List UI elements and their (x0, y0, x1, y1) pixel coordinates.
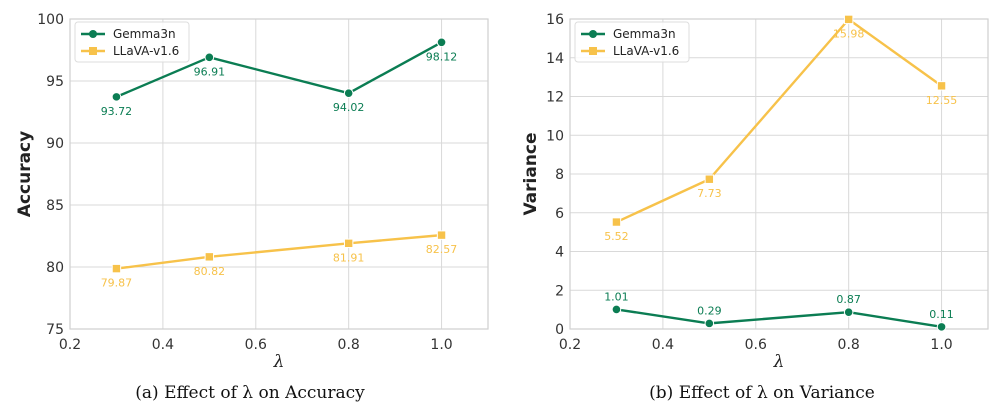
chart-accuracy: 0.2 0.4 0.6 0.8 1.0 75 80 85 90 95 100 93.72 96.91… (15, 12, 489, 403)
data-point-gemma (204, 52, 215, 63)
data-point-llava (843, 14, 854, 25)
data-point-llava (704, 174, 715, 184)
y-tick-label: 4 (555, 245, 564, 261)
data-label: 96.91 (194, 65, 226, 78)
series-a: 93.72 96.91 94.02 98.12 79.87 80.82 81.91 82.57 (101, 37, 458, 290)
data-label: 15.98 (833, 27, 865, 40)
grid-b (569, 18, 988, 330)
data-label: 0.87 (836, 293, 861, 306)
legend-label-gemma: Gemma3n (613, 27, 676, 41)
x-tick-label: 0.6 (745, 337, 767, 353)
data-point-gemma (343, 88, 354, 98)
data-point-llava (204, 252, 215, 262)
x-axis-label-b: λ (773, 352, 785, 372)
y-tick-label: 0 (555, 322, 564, 338)
x-tick-label: 0.6 (245, 337, 267, 353)
y-tick-label: 10 (546, 128, 564, 144)
data-label: 93.72 (101, 105, 133, 118)
y-tick-label: 12 (546, 90, 564, 106)
data-label: 12.55 (926, 94, 958, 107)
legend-label-gemma: Gemma3n (113, 27, 176, 41)
y-ticks-b: 0 2 4 6 8 10 12 14 16 (546, 12, 564, 338)
data-label: 81.91 (333, 251, 365, 264)
y-tick-label: 75 (46, 322, 64, 338)
caption-b: (b) Effect of λ on Variance (649, 383, 875, 403)
data-point-llava (343, 238, 354, 249)
data-label: 94.02 (333, 101, 365, 114)
y-tick-label: 16 (546, 12, 564, 28)
series-line-llava (116, 233, 442, 270)
y-tick-label: 95 (46, 74, 64, 90)
caption-a: (a) Effect of λ on Accuracy (135, 383, 365, 403)
data-label: 80.82 (194, 265, 226, 278)
plot-frame-a (69, 18, 489, 330)
data-label: 82.57 (426, 243, 458, 256)
y-axis-label-b: Variance (521, 132, 541, 215)
x-tick-label: 0.8 (838, 337, 860, 353)
series-line-gemma (616, 308, 942, 329)
series-b: 1.01 0.29 0.87 0.11 5.52 7.73 15.98 12.55 (604, 14, 958, 332)
x-axis-label-a: λ (273, 352, 285, 372)
y-tick-label: 8 (555, 167, 564, 183)
data-point-llava (111, 263, 122, 274)
data-label: 98.12 (426, 50, 458, 63)
data-point-llava (936, 81, 947, 91)
legend-a: Gemma3n LLaVA-v1.6 (74, 21, 190, 63)
y-tick-label: 14 (546, 51, 564, 67)
legend-label-llava: LLaVA-v1.6 (113, 44, 179, 58)
legend-marker-gemma (89, 30, 97, 38)
data-point-llava (611, 217, 622, 227)
legend-b: Gemma3n LLaVA-v1.6 (574, 21, 690, 63)
y-axis-label-a: Accuracy (15, 131, 35, 217)
y-tick-label: 2 (555, 283, 564, 299)
legend-marker-llava (89, 47, 97, 55)
x-tick-label: 0.2 (59, 337, 81, 353)
data-point-gemma (936, 322, 947, 332)
data-label: 0.29 (697, 304, 722, 317)
data-label: 79.87 (101, 277, 133, 290)
x-tick-label: 0.8 (338, 337, 360, 353)
data-label: 7.73 (697, 187, 722, 200)
grid-a (69, 18, 488, 330)
x-tick-label: 1.0 (430, 337, 452, 353)
legend-label-llava: LLaVA-v1.6 (613, 44, 679, 58)
x-tick-label: 0.4 (652, 337, 674, 353)
chart-variance: 0.2 0.4 0.6 0.8 1.0 0 2 4 6 8 10 12 14 16 1.01 0.29 0.… (521, 12, 989, 403)
legend-marker-gemma (589, 30, 597, 38)
y-tick-label: 80 (46, 260, 64, 276)
plot-frame-b (569, 18, 989, 330)
x-tick-label: 0.2 (559, 337, 581, 353)
data-label: 0.11 (929, 308, 954, 321)
x-ticks-a: 0.2 0.4 0.6 0.8 1.0 (59, 337, 453, 353)
x-ticks-b: 0.2 0.4 0.6 0.8 1.0 (559, 337, 953, 353)
data-point-gemma (704, 318, 715, 329)
data-point-gemma (843, 307, 854, 317)
y-tick-label: 100 (37, 12, 64, 28)
legend-marker-llava (589, 47, 597, 55)
x-tick-label: 0.4 (152, 337, 174, 353)
series-line-gemma (115, 41, 443, 98)
data-point-gemma (111, 92, 122, 102)
y-tick-label: 85 (46, 198, 64, 214)
y-tick-label: 90 (46, 136, 64, 152)
y-tick-label: 6 (555, 206, 564, 222)
data-label: 1.01 (604, 290, 629, 303)
data-point-gemma (611, 304, 622, 315)
y-ticks-a: 75 80 85 90 95 100 (37, 12, 64, 338)
data-point-llava (436, 230, 447, 240)
data-label: 5.52 (604, 230, 629, 243)
data-point-gemma (436, 37, 447, 48)
series-line-llava (615, 18, 943, 224)
x-tick-label: 1.0 (930, 337, 952, 353)
